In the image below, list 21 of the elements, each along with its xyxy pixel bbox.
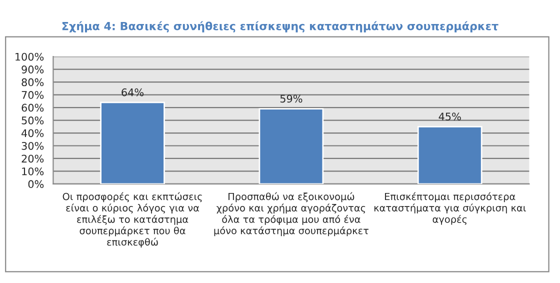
data-label: 59% <box>280 94 302 103</box>
bar <box>417 126 482 184</box>
y-tick-label: 70% <box>22 91 44 99</box>
y-tick-label: 90% <box>22 66 44 74</box>
y-tick-label: 40% <box>22 129 44 138</box>
y-tick-label: 30% <box>22 142 44 150</box>
x-tick-label: Επισκέπτομαι περισσότερα καταστήματα για σύγκριση και αγορές <box>374 192 526 225</box>
y-tick-label: 10% <box>22 167 44 176</box>
bar <box>100 102 165 184</box>
y-tick-label: 60% <box>22 104 44 112</box>
y-tick-label: 100% <box>16 52 44 61</box>
chart-title: Σχήμα 4: Βασικές συνήθειες επίσκεψης καταστημάτων σουπερμάρκετ <box>62 21 498 32</box>
x-tick-label: Προσπαθώ να εξοικονομώ χρόνο και χρήμα αγοράζοντας όλα τα τρόφιμα μου από ένα μόνο κατάστημα σουπερμάρκετ <box>214 192 368 236</box>
y-tick-label: 0% <box>28 180 44 188</box>
bar <box>258 108 324 184</box>
data-label: 45% <box>438 112 461 120</box>
data-label: 64% <box>122 88 144 96</box>
y-tick-label: 50% <box>22 116 44 124</box>
x-tick-label: Οι προσφορές και εκπτώσεις είναι ο κύριος λόγος για να επιλέξω το κατάστημα σουπερμάρκετ που θα επισκεφθώ <box>62 192 202 248</box>
y-tick-label: 80% <box>22 78 44 86</box>
y-tick-label: 20% <box>22 154 44 163</box>
